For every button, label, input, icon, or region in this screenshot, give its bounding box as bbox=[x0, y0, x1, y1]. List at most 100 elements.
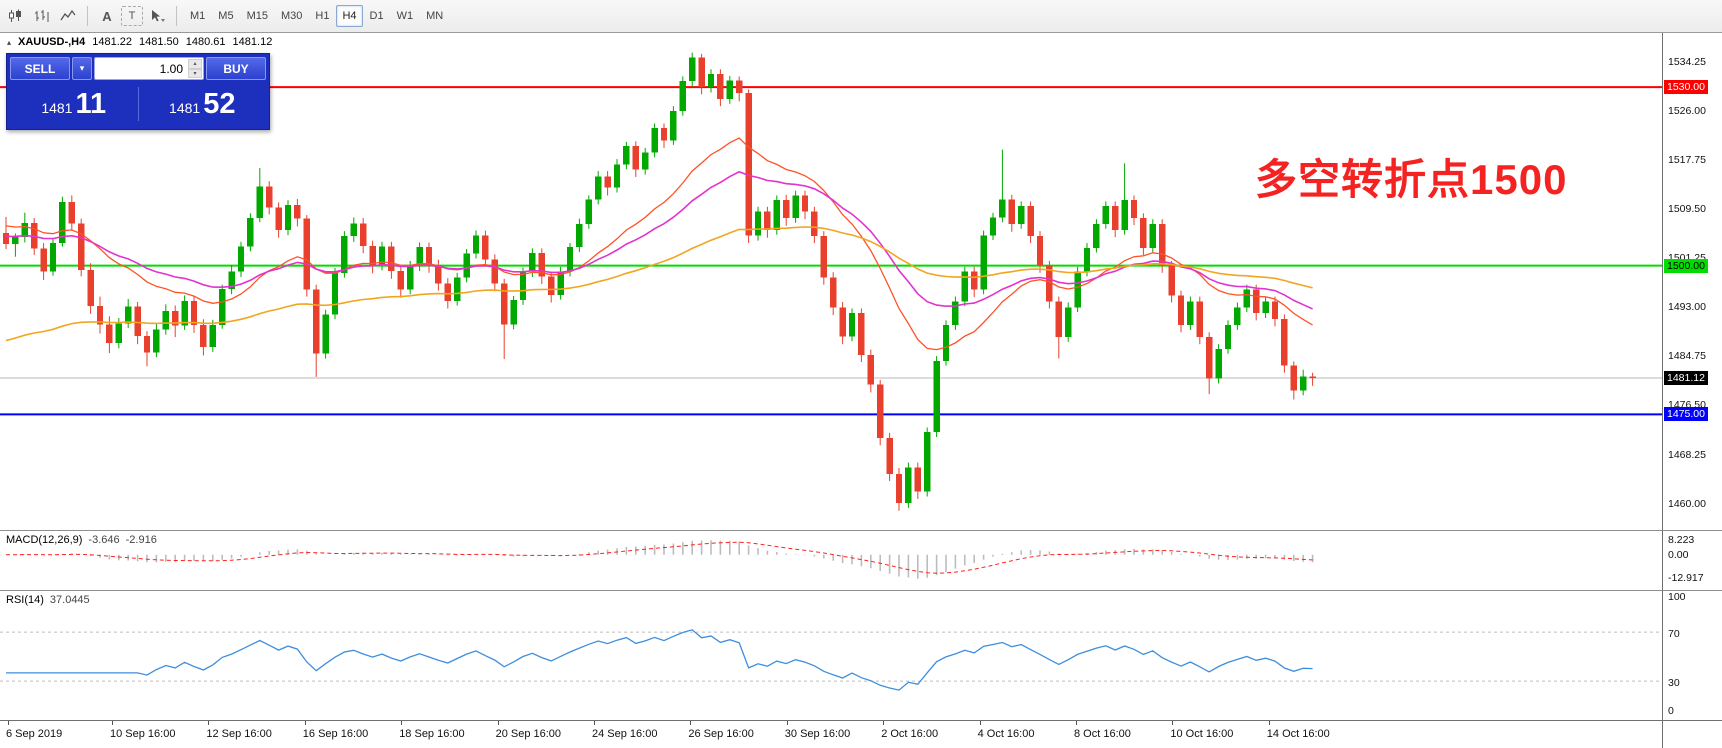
buy-price-main: 1481 bbox=[169, 100, 201, 116]
time-axis-label: 18 Sep 16:00 bbox=[399, 728, 465, 740]
price-axis-label: 1534.25 bbox=[1668, 55, 1706, 68]
time-axis-label: 14 Oct 16:00 bbox=[1266, 728, 1330, 740]
ohlc-high: 1481.50 bbox=[139, 36, 179, 48]
macd-axis[interactable]: 8.223 0.00 -12.917 bbox=[1662, 530, 1722, 590]
one-click-trading-panel: SELL ▾ ▴ ▾ BUY 1481 11 1481 bbox=[6, 53, 270, 130]
time-axis-label: 16 Sep 16:00 bbox=[302, 728, 369, 740]
time-axis-tick bbox=[1268, 721, 1270, 725]
timeframe-W1[interactable]: W1 bbox=[391, 5, 420, 27]
time-axis-label: 12 Sep 16:00 bbox=[206, 728, 272, 740]
rsi-axis[interactable]: 100 70 30 0 bbox=[1662, 590, 1722, 720]
macd-main-value: -3.646 bbox=[88, 534, 120, 546]
macd-axis-label: 0.00 bbox=[1668, 548, 1689, 561]
time-axis-label: 6 Sep 2019 bbox=[6, 728, 63, 740]
timeframe-group: M1 M5 M15 M30 H1 H4 D1 W1 MN bbox=[184, 5, 449, 27]
macd-plot[interactable] bbox=[0, 531, 1662, 590]
price-axis-label: 1468.25 bbox=[1668, 448, 1706, 461]
chart-symbol-label: XAUUSD-,H4 bbox=[18, 36, 86, 48]
ohlc-open: 1481.22 bbox=[92, 36, 133, 48]
time-axis-label: 8 Oct 16:00 bbox=[1074, 728, 1131, 740]
time-axis-tick bbox=[594, 721, 595, 725]
time-axis-tick bbox=[112, 721, 113, 725]
rsi-axis-label: 0 bbox=[1668, 705, 1674, 717]
time-axis-tick bbox=[786, 721, 788, 725]
line-chart-icon[interactable] bbox=[56, 4, 80, 28]
rsi-axis-label: 30 bbox=[1668, 677, 1680, 690]
timeframe-M15[interactable]: M15 bbox=[241, 5, 274, 27]
price-axis-label: 1526.00 bbox=[1668, 104, 1706, 117]
price-axis-label: 1460.00 bbox=[1668, 497, 1706, 510]
toolbar-separator bbox=[176, 6, 177, 26]
time-axis-tick bbox=[304, 721, 306, 725]
volume-step-up-icon[interactable]: ▴ bbox=[188, 59, 202, 69]
time-axis-label: 30 Sep 16:00 bbox=[784, 728, 851, 740]
timeframe-M30[interactable]: M30 bbox=[275, 5, 308, 27]
macd-axis-label: 8.223 bbox=[1668, 534, 1695, 546]
time-axis-tick bbox=[497, 721, 499, 725]
chart-header: ▴ XAUUSD-,H4 1481.22 1481.50 1480.61 148… bbox=[7, 36, 272, 48]
time-axis-label: 20 Sep 16:00 bbox=[495, 728, 562, 740]
candlestick-chart-icon[interactable] bbox=[4, 4, 28, 28]
sell-button[interactable]: SELL bbox=[10, 57, 70, 80]
price-axis-label: 1484.75 bbox=[1668, 350, 1706, 363]
time-axis-tick bbox=[979, 721, 981, 725]
toolbar-separator bbox=[87, 6, 88, 26]
time-axis-tick bbox=[690, 721, 692, 725]
price-axis[interactable]: 1534.251526.001517.751509.501501.251493.… bbox=[1662, 33, 1722, 530]
chart-annotation: 多空转折点1500 bbox=[1255, 156, 1568, 203]
cursor-tool-icon[interactable] bbox=[145, 4, 169, 28]
volume-field-wrap: ▴ ▾ bbox=[94, 57, 204, 80]
toolbar: A T M1 M5 M15 M30 H1 H4 D1 W1 MN bbox=[0, 0, 1722, 33]
price-level-chip: 1500.00 bbox=[1664, 258, 1708, 273]
price-level-chip: 1475.00 bbox=[1664, 407, 1708, 422]
time-axis-label: 2 Oct 16:00 bbox=[881, 728, 939, 740]
rsi-header: RSI(14) 37.0445 bbox=[6, 594, 90, 606]
macd-header: MACD(12,26,9) -3.646 -2.916 bbox=[6, 534, 157, 546]
candlestick-plot[interactable] bbox=[0, 33, 1662, 530]
time-axis-label: 26 Sep 16:00 bbox=[688, 728, 754, 740]
bar-chart-icon[interactable] bbox=[30, 4, 54, 28]
volume-step-down-icon[interactable]: ▾ bbox=[188, 68, 202, 78]
time-axis-tick bbox=[208, 721, 210, 725]
time-axis-label: 10 Sep 16:00 bbox=[110, 728, 176, 740]
price-axis-label: 1493.00 bbox=[1668, 301, 1706, 314]
timeframe-H4[interactable]: H4 bbox=[336, 5, 363, 27]
buy-button[interactable]: BUY bbox=[206, 57, 266, 80]
main-chart-canvas[interactable]: ▴ XAUUSD-,H4 1481.22 1481.50 1480.61 148… bbox=[0, 33, 1662, 530]
macd-signal-value: -2.916 bbox=[125, 534, 157, 546]
time-axis-tick bbox=[883, 721, 885, 725]
time-axis[interactable]: 6 Sep 2019 10 Sep 16:00 12 Sep 16:00 16 Sep… bbox=[0, 720, 1662, 748]
axis-corner bbox=[1662, 720, 1722, 748]
timeframe-H1[interactable]: H1 bbox=[309, 5, 335, 27]
time-axis-tick bbox=[1076, 721, 1077, 725]
text-label-icon[interactable]: A bbox=[102, 8, 112, 24]
sell-price-pips: 11 bbox=[75, 88, 107, 120]
current-price-chip: 1481.12 bbox=[1664, 370, 1708, 385]
ohlc-low: 1480.61 bbox=[185, 36, 226, 48]
text-box-icon[interactable]: T bbox=[121, 6, 143, 26]
price-divider bbox=[137, 87, 139, 121]
macd-label: MACD(12,26,9) bbox=[6, 534, 83, 546]
buy-price[interactable]: 1481 52 bbox=[139, 89, 267, 119]
timeframe-MN[interactable]: MN bbox=[420, 5, 449, 27]
timeframe-M5[interactable]: M5 bbox=[212, 5, 239, 27]
sell-price-main: 1481 bbox=[41, 100, 73, 116]
rsi-label: RSI(14) bbox=[6, 594, 44, 606]
sell-price[interactable]: 1481 11 bbox=[10, 89, 138, 119]
rsi-panel[interactable]: RSI(14) 37.0445 bbox=[0, 590, 1662, 720]
timeframe-M1[interactable]: M1 bbox=[184, 5, 211, 27]
price-level-chip: 1530.00 bbox=[1664, 80, 1708, 95]
buy-price-pips: 52 bbox=[203, 88, 236, 120]
time-axis-label: 10 Oct 16:00 bbox=[1170, 728, 1234, 740]
rsi-axis-label: 100 bbox=[1668, 591, 1686, 604]
rsi-plot[interactable] bbox=[0, 591, 1662, 720]
volume-input[interactable] bbox=[95, 60, 203, 77]
time-axis-tick bbox=[1172, 721, 1174, 725]
rsi-value: 37.0445 bbox=[49, 594, 90, 606]
volume-dropdown-button[interactable]: ▾ bbox=[72, 57, 92, 80]
macd-panel[interactable]: MACD(12,26,9) -3.646 -2.916 bbox=[0, 530, 1662, 590]
time-axis-label: 24 Sep 16:00 bbox=[592, 728, 658, 740]
timeframe-D1[interactable]: D1 bbox=[364, 5, 390, 27]
price-axis-label: 1509.50 bbox=[1668, 203, 1706, 216]
